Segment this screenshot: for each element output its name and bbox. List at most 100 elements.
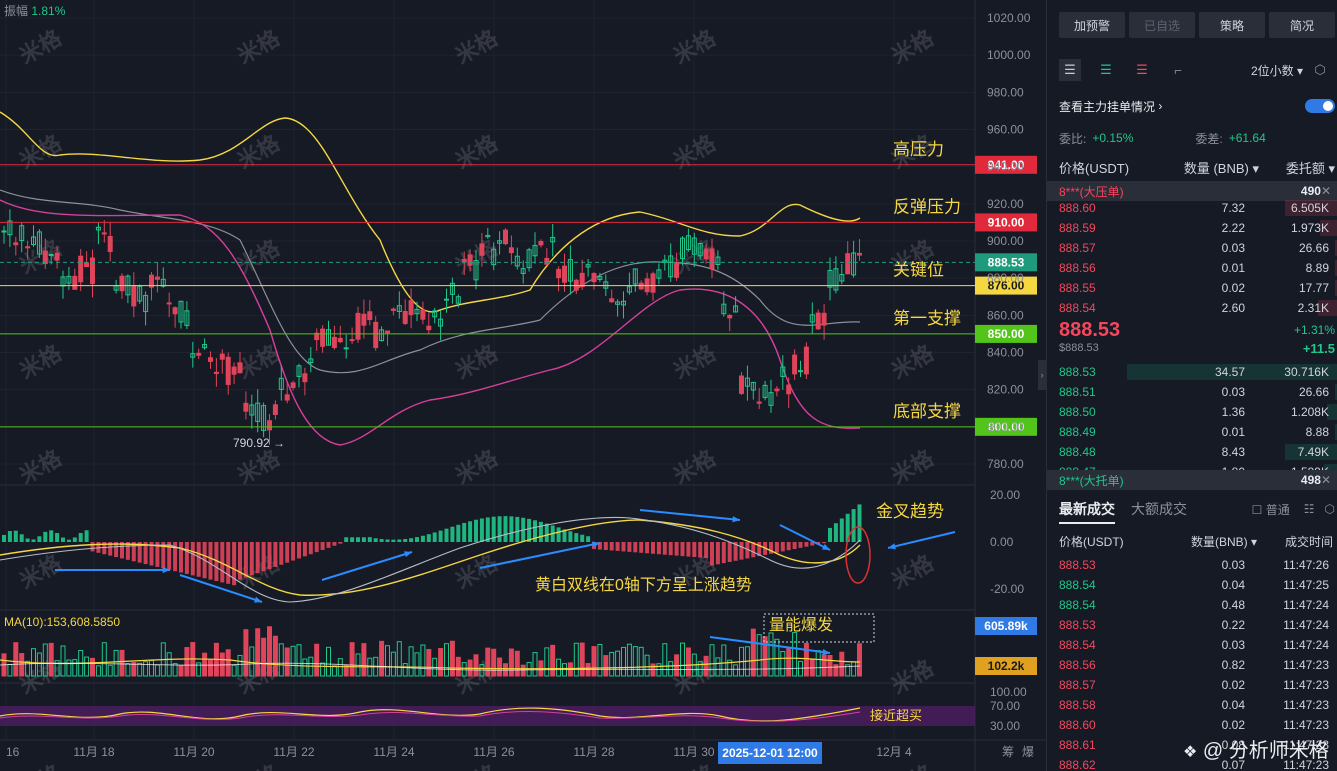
macd-bar	[745, 542, 750, 559]
liquidation-icon: 爆	[1022, 745, 1034, 759]
volume-bar	[48, 642, 54, 677]
candle-body	[31, 236, 36, 246]
big-buy-order[interactable]: 8***(大托单) 498 ✕	[1047, 470, 1337, 490]
orderbook-depth-icon[interactable]: ⌐	[1174, 62, 1182, 78]
panel-button-0[interactable]: 加预警	[1059, 12, 1125, 38]
rsi-label: 接近超买	[870, 708, 922, 723]
big-sell-order[interactable]: 8***(大压单) 490 ✕	[1047, 181, 1337, 201]
volume-bar	[591, 646, 597, 677]
volume-bar	[550, 644, 556, 677]
macd-bar	[833, 523, 838, 542]
macd-bar	[710, 542, 714, 566]
candle-body	[426, 325, 432, 331]
candle-body	[491, 248, 497, 266]
volume-bar	[733, 664, 739, 677]
orderbook-row[interactable]: 888.60 7.32 6.505K	[1047, 198, 1337, 218]
orderbook-row[interactable]: 888.50 1.36 1.208K	[1047, 402, 1337, 422]
macd-bar	[350, 537, 355, 542]
orderbook-row[interactable]: 888.48 8.43 7.49K	[1047, 442, 1337, 462]
orderbook-row[interactable]: 888.51 0.03 26.66	[1047, 382, 1337, 402]
watermark-text: 米格	[887, 760, 938, 771]
volume-bar	[685, 647, 691, 677]
candle-body	[90, 257, 95, 285]
main-orders-toggle[interactable]	[1305, 99, 1335, 113]
orderbook-bids-icon[interactable]: ☰	[1100, 62, 1112, 77]
x-axis-tick: 11月 28	[573, 745, 614, 759]
orderbook-row[interactable]: 888.49 0.01 8.88	[1047, 422, 1337, 442]
panel-collapse-handle[interactable]: ›	[1038, 360, 1046, 390]
ob-header-qty[interactable]: 数量 (BNB) ▾	[1183, 160, 1259, 176]
orderbook-row[interactable]: 888.57 0.03 26.66	[1047, 238, 1337, 258]
macd-bar	[55, 533, 60, 542]
orderbook-row[interactable]: 888.53 34.57 30.716K	[1047, 362, 1337, 382]
panel-button-1[interactable]: 已自选	[1129, 12, 1195, 38]
orderbook-asks-icon[interactable]: ☰	[1136, 62, 1148, 77]
trade-qty: 0.04	[1221, 698, 1245, 712]
rsi-axis-tick: 30.00	[990, 719, 1020, 733]
orderbook-row[interactable]: 888.56 0.01 8.89	[1047, 258, 1337, 278]
x-axis-current-tag	[718, 742, 822, 764]
trade-row: 888.62 0.07 11:47:23	[1047, 755, 1337, 771]
orderbook-both-icon[interactable]: ☰	[1059, 59, 1081, 81]
ob-header-total[interactable]: 委托额 ▾	[1285, 160, 1335, 176]
candle-body	[131, 285, 137, 307]
chart-canvas[interactable]: 米格米格米格米格米格米格米格米格米格米格米格米格米格米格米格米格米格米格米格米格…	[0, 0, 1046, 771]
filter-icon[interactable]: ☷	[1303, 502, 1315, 516]
settings-icon[interactable]: ⬡	[1324, 502, 1335, 516]
tab-large-trades[interactable]: 大额成交	[1131, 501, 1187, 517]
x-axis-tick: 11月 18	[73, 745, 114, 759]
orderbook-row[interactable]: 888.55 0.02 17.77	[1047, 278, 1337, 298]
close-icon[interactable]: ✕	[1320, 184, 1331, 198]
kline-chart[interactable]: 米格 米格 米格 米格 米格 米格 米格 米格 米格 米格 米格 米格 米格 米格 米格 米格 米格 米格 米格 米格…	[0, 0, 1046, 771]
checkbox-normal[interactable]: ☐ 普通	[1251, 502, 1290, 517]
depth-bar	[1127, 364, 1337, 380]
candle-body	[603, 281, 609, 289]
volume-bar	[556, 658, 562, 677]
candle-body	[355, 312, 361, 340]
orderbook-total: 8.89	[1305, 261, 1329, 275]
annotation-arrow	[179, 574, 263, 603]
trades-header-qty[interactable]: 数量(BNB) ▾	[1190, 534, 1257, 549]
volume-bar	[715, 657, 721, 677]
orderbook-row[interactable]: 888.54 2.60 2.31K	[1047, 298, 1337, 318]
candle-body	[314, 332, 320, 341]
decimals-select[interactable]: 2位小数 ▾	[1250, 63, 1303, 78]
watermark-text: 米格	[451, 25, 502, 69]
candle-body	[331, 336, 337, 348]
volume-bar	[615, 650, 621, 677]
candle-body	[178, 300, 184, 323]
macd-bar	[721, 542, 726, 564]
macd-bar	[72, 537, 77, 542]
x-axis-current-text: 2025-12-01 12:00	[722, 746, 818, 760]
orderbook-row[interactable]: 888.59 2.22 1.973K	[1047, 218, 1337, 238]
macd-bar	[822, 542, 827, 544]
candle-body	[72, 275, 78, 290]
annotation-arrow-head	[254, 596, 262, 603]
trade-price: 888.54	[1059, 638, 1096, 652]
watermark-text: 米格	[233, 25, 284, 69]
volume-bar	[337, 658, 343, 677]
orderbook-total: 17.77	[1298, 281, 1329, 295]
panel-button-2[interactable]: 策略	[1199, 12, 1265, 38]
macd-bar	[651, 542, 655, 554]
macd-bar	[810, 542, 815, 546]
y-axis-tick: 880.00	[987, 271, 1024, 285]
volume-bar	[19, 653, 25, 677]
settings-hex-icon[interactable]: ⬡	[1314, 62, 1326, 77]
macd-bar	[214, 542, 219, 582]
price-level-tag-text: 888.53	[988, 255, 1025, 269]
close-icon[interactable]: ✕	[1320, 473, 1331, 487]
tab-latest-trades[interactable]: 最新成交	[1059, 501, 1115, 517]
watermark-text: 米格	[451, 340, 502, 384]
volume-bar	[573, 642, 579, 677]
macd-bar	[686, 542, 691, 557]
main-orders-row[interactable]: 查看主力挂单情况 ›	[1059, 96, 1335, 116]
macd-bar	[621, 542, 626, 552]
candle-body	[851, 252, 857, 276]
volume-bar	[119, 649, 125, 677]
macd-bar	[774, 542, 779, 553]
panel-button-3[interactable]: 简况	[1269, 12, 1335, 38]
candle-body	[337, 337, 343, 343]
macd-bar	[238, 542, 242, 580]
macd-bar	[485, 517, 490, 542]
